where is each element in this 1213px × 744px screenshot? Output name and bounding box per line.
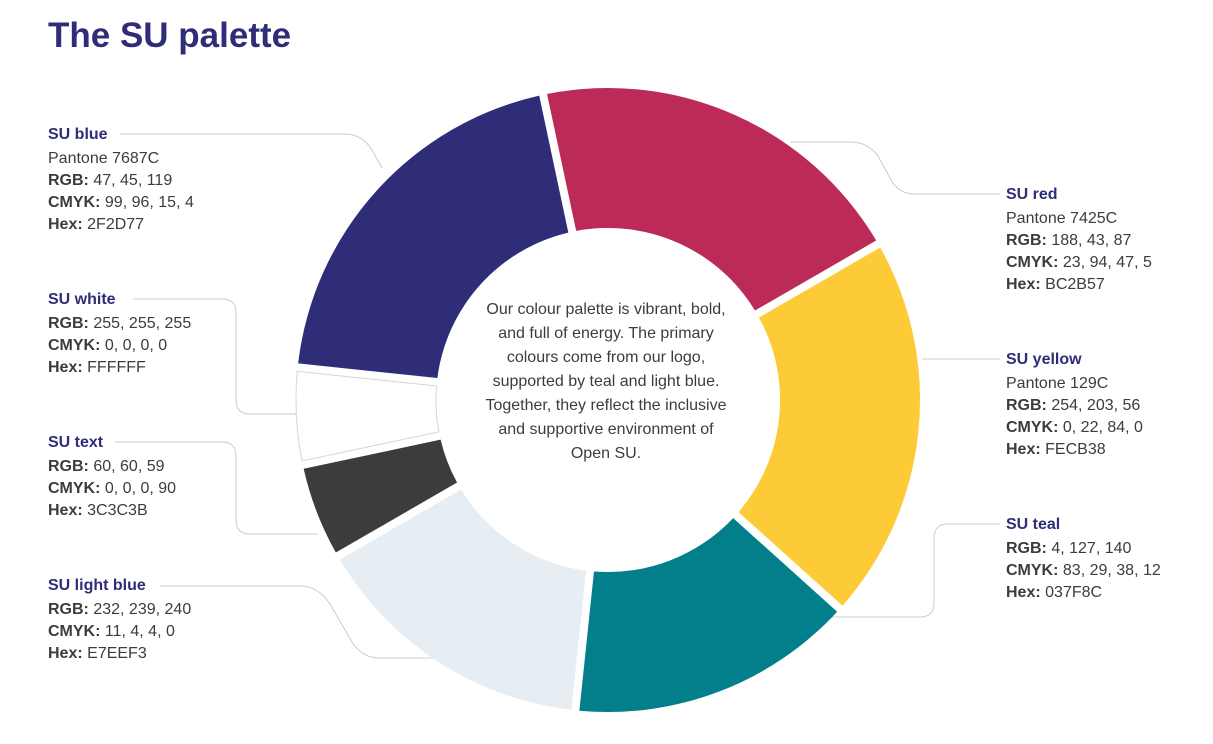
swatch-cmyk: CMYK: 23, 94, 47, 5 bbox=[1006, 254, 1152, 271]
swatch-rgb: RGB: 232, 239, 240 bbox=[48, 601, 192, 618]
swatch-name: SU light blue bbox=[48, 577, 146, 594]
swatch-name: SU teal bbox=[1006, 516, 1061, 533]
swatch-cmyk: CMYK: 99, 96, 15, 4 bbox=[48, 194, 194, 211]
swatch-rgb: RGB: 255, 255, 255 bbox=[48, 315, 192, 332]
palette-description: Our colour palette is vibrant, bold, and… bbox=[485, 301, 727, 462]
leader-line-text bbox=[115, 441, 318, 535]
swatch-cmyk: CMYK: 11, 4, 4, 0 bbox=[48, 623, 175, 640]
swatch-pantone: Pantone 7425C bbox=[1006, 210, 1118, 227]
swatch-cmyk: CMYK: 83, 29, 38, 12 bbox=[1006, 562, 1161, 579]
donut-slice-su-teal bbox=[579, 518, 838, 713]
swatch-card-su-yellow: SU yellow Pantone 129C RGB: 254, 203, 56… bbox=[1006, 349, 1143, 461]
leader-line-red bbox=[790, 141, 1000, 195]
donut-slice-su-light-blue bbox=[339, 489, 587, 710]
swatch-hex: Hex: BC2B57 bbox=[1006, 276, 1105, 293]
swatch-hex: Hex: FECB38 bbox=[1006, 441, 1106, 458]
swatch-card-su-white: SU white RGB: 255, 255, 255 CMYK: 0, 0, … bbox=[48, 289, 191, 379]
swatch-hex: Hex: 037F8C bbox=[1006, 584, 1103, 601]
swatch-hex: Hex: 2F2D77 bbox=[48, 216, 145, 233]
donut-slice-su-red bbox=[547, 87, 877, 311]
page-title: The SU palette bbox=[48, 16, 292, 55]
swatch-rgb: RGB: 60, 60, 59 bbox=[48, 458, 165, 475]
leader-line-teal bbox=[820, 523, 1000, 618]
donut-slices bbox=[295, 87, 921, 713]
swatch-hex: Hex: E7EEF3 bbox=[48, 645, 147, 662]
swatch-pantone: Pantone 7687C bbox=[48, 150, 160, 167]
swatch-rgb: RGB: 254, 203, 56 bbox=[1006, 397, 1141, 414]
swatch-cmyk: CMYK: 0, 0, 0, 90 bbox=[48, 480, 177, 497]
swatch-name: SU yellow bbox=[1006, 351, 1082, 368]
donut-slice-su-yellow bbox=[738, 247, 921, 606]
swatch-card-su-red: SU red Pantone 7425C RGB: 188, 43, 87 CM… bbox=[1006, 184, 1152, 296]
donut-slice-su-text bbox=[303, 439, 458, 553]
swatch-card-su-light-blue: SU light blue RGB: 232, 239, 240 CMYK: 1… bbox=[48, 575, 191, 665]
swatch-cmyk: CMYK: 0, 0, 0, 0 bbox=[48, 337, 168, 354]
leader-line-white bbox=[133, 298, 298, 415]
swatch-card-su-text: SU text RGB: 60, 60, 59 CMYK: 0, 0, 0, 9… bbox=[48, 432, 176, 522]
swatch-hex: Hex: FFFFFF bbox=[48, 359, 146, 376]
swatch-pantone: Pantone 129C bbox=[1006, 375, 1109, 392]
swatch-card-su-blue: SU blue Pantone 7687C RGB: 47, 45, 119 C… bbox=[48, 124, 194, 236]
swatch-rgb: RGB: 4, 127, 140 bbox=[1006, 540, 1132, 557]
swatch-rgb: RGB: 188, 43, 87 bbox=[1006, 232, 1132, 249]
donut-slice-su-blue bbox=[298, 95, 569, 379]
swatch-name: SU text bbox=[48, 434, 104, 451]
leader-lines bbox=[115, 133, 1000, 659]
swatch-hex: Hex: 3C3C3B bbox=[48, 502, 148, 519]
donut-slice-su-white bbox=[295, 370, 440, 462]
leader-line-lightblue bbox=[160, 585, 440, 659]
swatch-cmyk: CMYK: 0, 22, 84, 0 bbox=[1006, 419, 1143, 436]
swatch-name: SU red bbox=[1006, 186, 1058, 203]
swatch-rgb: RGB: 47, 45, 119 bbox=[48, 172, 173, 189]
swatch-name: SU blue bbox=[48, 126, 108, 143]
swatch-name: SU white bbox=[48, 291, 116, 308]
swatch-card-su-teal: SU teal RGB: 4, 127, 140 CMYK: 83, 29, 3… bbox=[1006, 514, 1161, 604]
leader-line-blue bbox=[120, 133, 383, 169]
